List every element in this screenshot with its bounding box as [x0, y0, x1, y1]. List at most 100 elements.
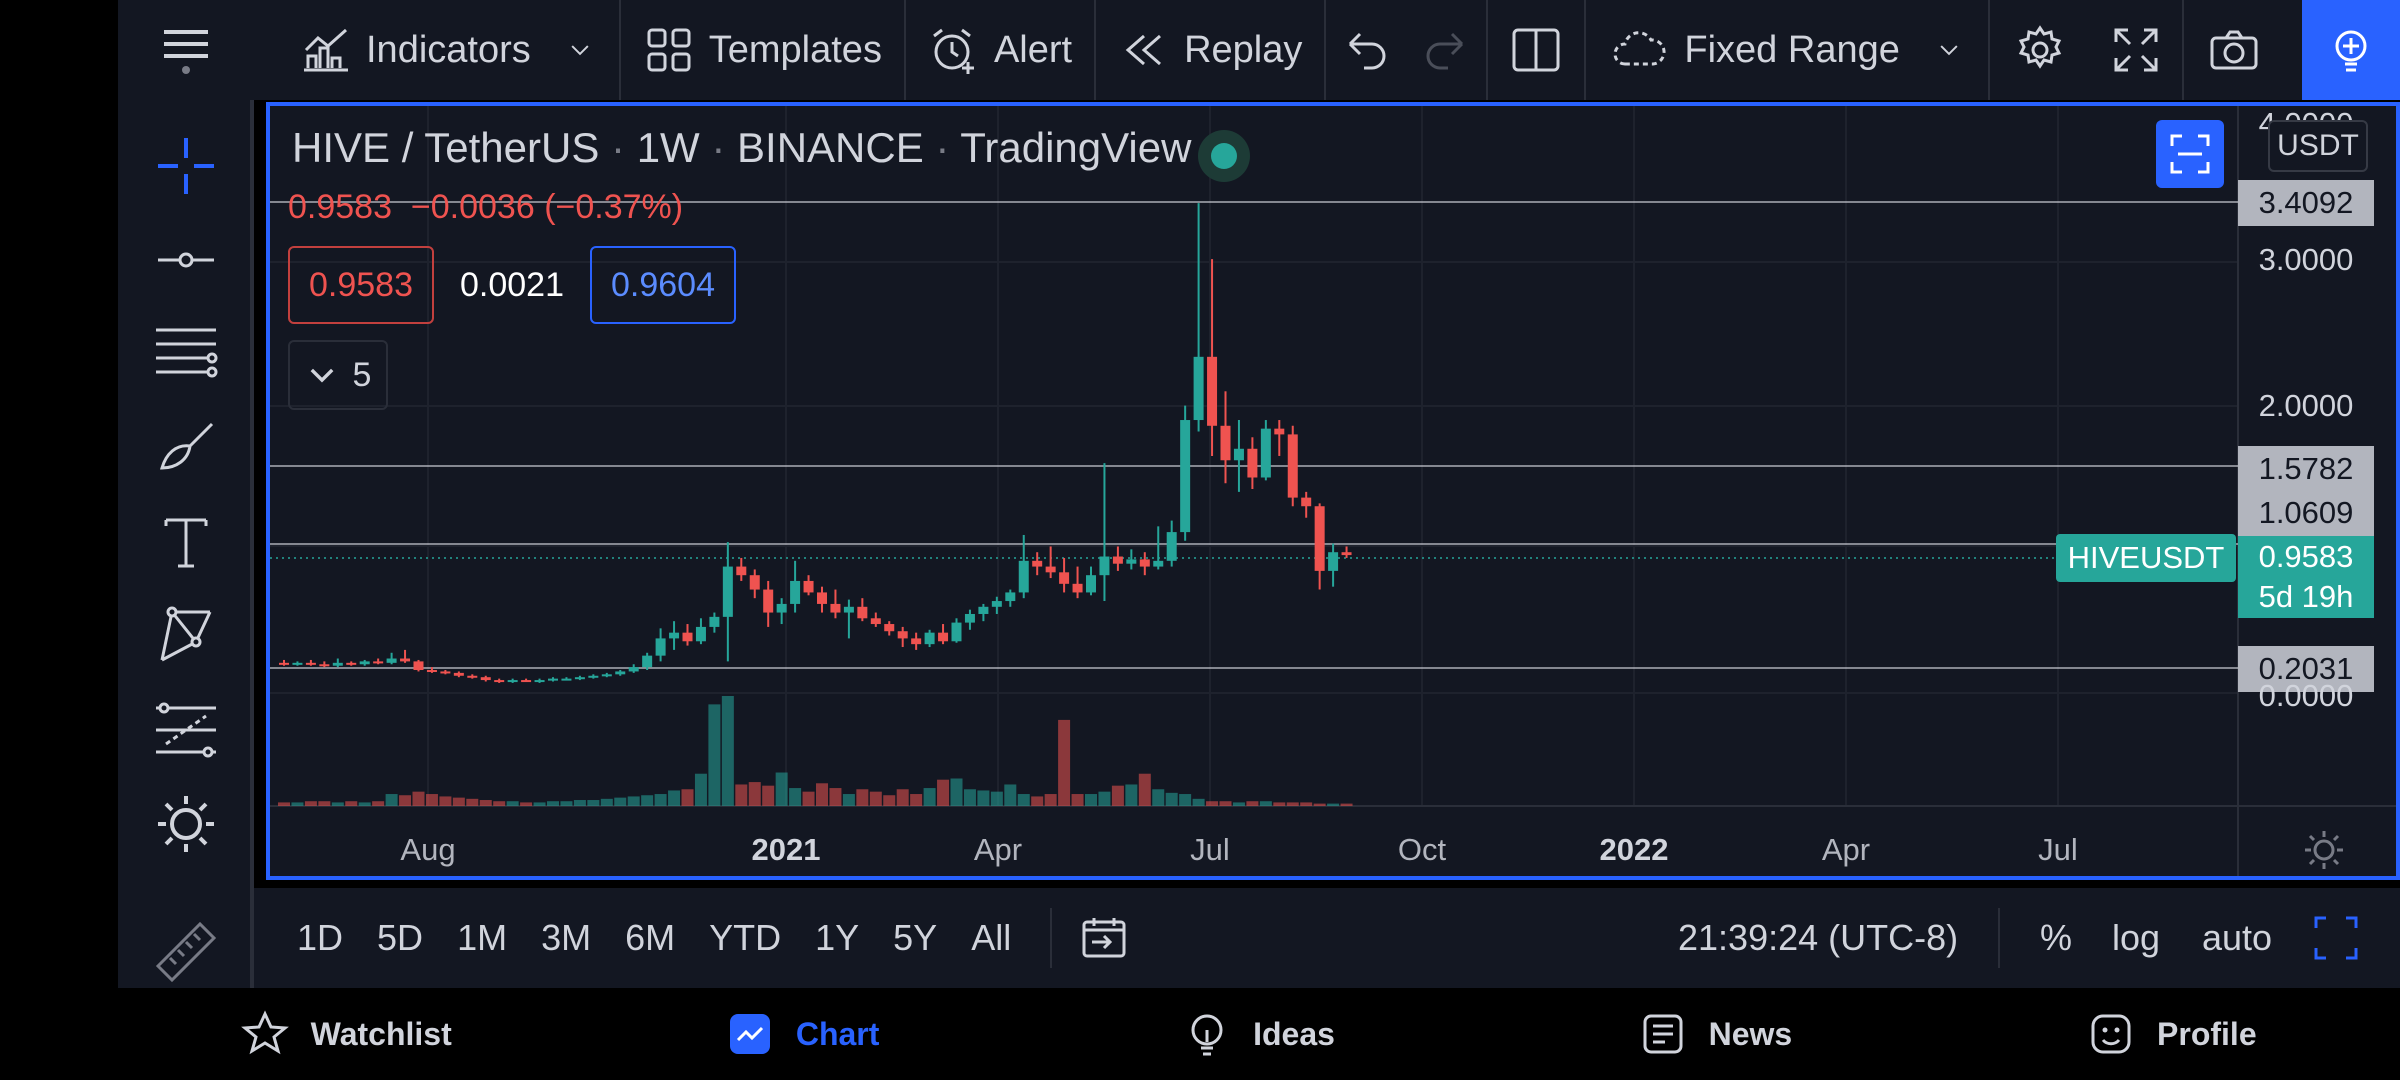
volume-bar — [385, 794, 398, 806]
volume-bar — [990, 791, 1003, 806]
volume-bar — [278, 802, 290, 806]
interval-label: 1W — [636, 124, 700, 171]
ideas-publish-button[interactable] — [2302, 0, 2400, 100]
fit-screen-icon[interactable] — [2312, 914, 2360, 962]
toolbar-divider — [2181, 0, 2184, 100]
range-1d[interactable]: 1D — [297, 917, 344, 958]
nav-chart[interactable]: Chart — [574, 988, 1030, 1080]
brush-tool[interactable] — [118, 408, 254, 488]
nav-profile[interactable]: Profile — [1944, 988, 2400, 1080]
replay-button[interactable]: Replay — [1096, 0, 1324, 100]
redo-button[interactable] — [1406, 0, 1486, 100]
volume-bar — [1111, 785, 1124, 806]
templates-button[interactable]: Templates — [621, 0, 904, 100]
snapshot-button[interactable] — [2184, 0, 2284, 100]
currency-badge[interactable]: USDT — [2268, 120, 2368, 172]
fullscreen-toggle-button[interactable] — [2090, 0, 2182, 100]
chart-panel[interactable]: HIVE / TetherUS · 1W · BINANCE · Trading… — [266, 102, 2400, 880]
volume-bar — [668, 790, 681, 806]
templates-icon — [647, 28, 691, 72]
toolbar-divider — [1324, 0, 1327, 100]
volume-bar — [1031, 796, 1044, 806]
layout-button[interactable] — [1488, 0, 1584, 100]
volume-bar — [1219, 801, 1232, 806]
chevron-down-icon[interactable] — [563, 24, 597, 76]
maximize-chart-button[interactable] — [2156, 120, 2224, 188]
nav-watchlist[interactable]: Watchlist — [118, 988, 574, 1080]
ruler-tool[interactable] — [118, 912, 254, 992]
news-icon — [1643, 1014, 1683, 1054]
indicators-collapse-toggle[interactable]: 5 — [288, 340, 388, 410]
fib-retracement-icon — [156, 328, 218, 378]
settings-button[interactable] — [1990, 0, 2090, 100]
text-icon — [164, 518, 208, 568]
nav-ideas[interactable]: Ideas — [1031, 988, 1487, 1080]
volume-bar — [466, 798, 479, 806]
fullscreen-icon — [2170, 134, 2210, 174]
market-status-icon[interactable] — [1198, 130, 1250, 182]
ruler-icon — [155, 921, 217, 983]
candle-body — [1193, 356, 1204, 421]
volume-bar — [1206, 801, 1219, 806]
buy-button[interactable]: 0.9604 — [590, 246, 736, 324]
candle-body — [279, 662, 289, 665]
candle-body — [709, 616, 720, 627]
crosshair-tool[interactable] — [118, 126, 254, 206]
chart-settings-tool[interactable] — [118, 784, 254, 864]
log-scale-toggle[interactable]: log — [2112, 917, 2161, 958]
axis-settings-icon[interactable] — [2302, 828, 2346, 872]
candle-body — [373, 661, 384, 664]
sell-button[interactable]: 0.9583 — [288, 246, 434, 324]
prediction-tool[interactable] — [118, 690, 254, 770]
candle-body — [897, 631, 908, 639]
volume-bar — [977, 790, 990, 806]
chart-icon — [729, 1014, 770, 1054]
volume-bar — [358, 802, 371, 806]
candle-body — [1233, 448, 1244, 461]
candle-body — [749, 575, 760, 590]
horizontal-line-price-label: 0.2031 — [2238, 646, 2374, 692]
nav-news[interactable]: News — [1487, 988, 1943, 1080]
range-6m[interactable]: 6M — [625, 917, 676, 958]
indicators-button[interactable]: Indicators — [254, 0, 619, 100]
range-5d[interactable]: 5D — [377, 917, 424, 958]
alert-button[interactable]: Alert — [906, 0, 1094, 100]
price-chart[interactable] — [270, 106, 2396, 876]
symbol-legend[interactable]: HIVE / TetherUS · 1W · BINANCE · Trading… — [292, 124, 1192, 171]
spread-value: 0.0021 — [460, 265, 564, 304]
trend-line-tool[interactable] — [118, 220, 254, 300]
time-zone-clock[interactable]: 21:39:24 (UTC-8) — [1678, 917, 1959, 958]
go-to-date-icon[interactable] — [1078, 912, 1130, 964]
chevron-down-icon — [310, 368, 333, 383]
candle-body — [1072, 583, 1083, 593]
bid-ask-box: 0.9583 0.0021 0.9604 — [288, 246, 736, 324]
volume-bar — [1179, 794, 1192, 806]
undo-button[interactable] — [1326, 0, 1406, 100]
volume-bar — [856, 789, 869, 806]
range-5y[interactable]: 5Y — [893, 917, 938, 958]
menu-button[interactable] — [118, 0, 254, 100]
auto-scale-toggle[interactable]: auto — [2202, 917, 2273, 958]
range-3m[interactable]: 3M — [541, 917, 592, 958]
nav-news-label: News — [1708, 1015, 1793, 1052]
candle-body — [292, 662, 303, 665]
candle-body — [1247, 448, 1258, 478]
text-tool[interactable] — [118, 502, 254, 582]
volume-bar — [910, 794, 923, 806]
pattern-tool[interactable] — [118, 596, 254, 676]
replay-label: Replay — [1184, 28, 1303, 71]
volume-bar — [896, 789, 909, 806]
fib-tool[interactable] — [118, 314, 254, 394]
toolbar-divider — [618, 0, 621, 100]
range-all[interactable]: All — [971, 917, 1012, 958]
cloud-icon — [1613, 31, 1666, 66]
last-price-label: 0.9583 5d 19h — [2238, 536, 2374, 618]
candle-body — [359, 661, 370, 665]
percent-scale-toggle[interactable]: % — [2040, 917, 2073, 958]
range-1y[interactable]: 1Y — [815, 917, 860, 958]
alarm-clock-icon — [933, 28, 974, 74]
range-ytd[interactable]: YTD — [709, 917, 782, 958]
fixed-range-button[interactable]: Fixed Range — [1586, 0, 1987, 100]
range-1m[interactable]: 1M — [457, 917, 508, 958]
chevron-down-icon[interactable] — [1932, 24, 1966, 76]
